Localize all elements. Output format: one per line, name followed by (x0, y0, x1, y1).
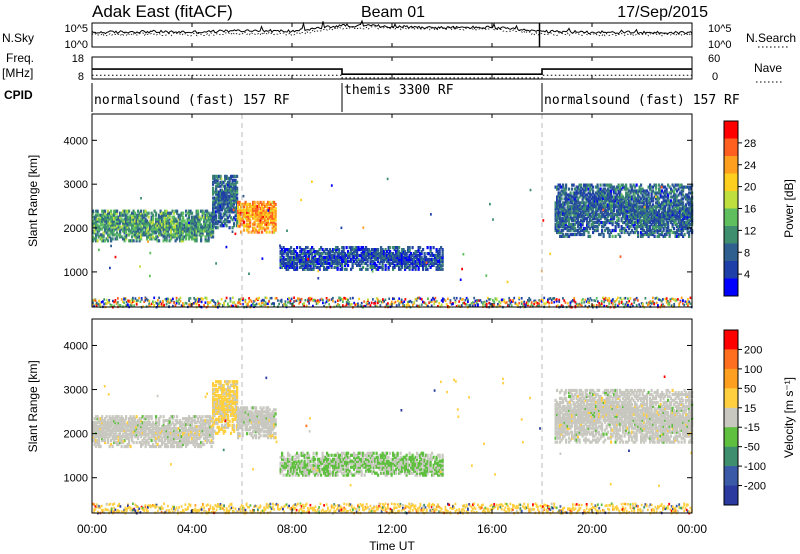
y-tick-label: 2000 (64, 429, 88, 441)
scatter-region-2 (237, 200, 277, 234)
colorbar-tick-label: 20 (744, 182, 756, 194)
series-nave (92, 74, 692, 79)
scatter-region-4 (554, 183, 694, 238)
nsearch-tick-bottom: 10^0 (708, 39, 732, 51)
cpid-label: CPID (4, 88, 33, 102)
colorbar-swatch (724, 485, 738, 506)
colorbar-swatch (724, 349, 738, 370)
y-tick-label: 1000 (64, 473, 88, 485)
colorbar-tick-label: -50 (744, 442, 760, 454)
ground-noise (92, 375, 693, 515)
colorbar-swatch (724, 368, 738, 389)
colorbar-swatch (724, 208, 738, 227)
y-axis-label: Slant Range [km] (26, 360, 40, 452)
colorbar-tick-label: 4 (744, 269, 750, 281)
nsky-tick-top: 10^5 (64, 23, 88, 35)
velocity-colorbar: 200 100 50 15 -15 -50 -100 -200 Velocity [m s⁻¹] (723, 329, 796, 506)
colorbar-tick-label: 28 (744, 138, 756, 150)
nsearch-label: N.Search (746, 31, 796, 45)
cpid-strip: CPID normalsound (fast) 157 RF themis 330… (4, 83, 740, 112)
beam-title: Beam 01 (361, 4, 425, 21)
scatter-region-0 (92, 415, 215, 449)
colorbar-tick-label: -200 (744, 481, 766, 493)
nave-tick-bottom: 0 (712, 71, 718, 83)
scatter-region-1 (212, 380, 239, 435)
y-tick-label: 2000 (64, 223, 88, 235)
x-axis-label: Time UT (369, 539, 415, 553)
x-tick-label: 20:00 (577, 522, 607, 536)
colorbar-tick-label: 200 (744, 344, 762, 356)
colorbar-tick-label: 50 (744, 383, 756, 395)
scatter-region-4 (554, 388, 694, 444)
colorbar-swatch (724, 121, 738, 139)
y-axis-label: Slant Range [km] (26, 155, 40, 247)
colorbar-swatch (724, 191, 738, 209)
date-title: 17/Sep/2015 (617, 4, 708, 21)
colorbar-swatch (724, 330, 738, 350)
x-tick-label: 08:00 (277, 522, 307, 536)
colorbar-swatch (724, 278, 738, 297)
scatter-region-2 (237, 406, 277, 440)
colorbar-label: Velocity [m s⁻¹] (782, 377, 796, 458)
x-tick-label: 00:00 (77, 522, 107, 536)
colorbar-swatch (724, 446, 738, 467)
freq-tick-top: 18 (72, 53, 84, 65)
cpid-segment-label: themis 3300 RF (344, 83, 454, 98)
y-tick-label: 4000 (64, 340, 88, 352)
colorbar-swatch (724, 243, 738, 262)
time-axis: 00:00 04:00 08:00 12:00 16:00 20:00 00:00 (77, 23, 707, 536)
scatter-region-3 (279, 246, 444, 271)
colorbar-tick-label: -15 (744, 422, 760, 434)
x-tick-label: 00:00 (677, 522, 707, 536)
nave-label: Nave (754, 61, 782, 75)
series-freq (92, 68, 692, 75)
y-tick-label: 1000 (64, 267, 88, 279)
colorbar-swatch (724, 388, 738, 409)
x-tick-label: 16:00 (477, 522, 507, 536)
freq-label: Freq. (6, 51, 34, 65)
power-panel: 1000 2000 3000 4000 Slant Range [km] (26, 113, 694, 309)
nave-tick-top: 60 (708, 53, 720, 65)
velocity-panel: 1000 2000 3000 4000 Slant Range [km] (26, 318, 694, 515)
scatter-region-3 (279, 451, 444, 477)
cpid-segment-label: normalsound (fast) 157 RF (94, 93, 290, 108)
colorbar-tick-label: 8 (744, 247, 750, 259)
freq-tick-bottom: 8 (78, 71, 84, 83)
colorbar-tick-label: 24 (744, 160, 756, 172)
colorbar-tick-label: -100 (744, 461, 766, 473)
station-title: Adak East (fitACF) (92, 2, 233, 21)
colorbar-tick-label: 15 (744, 403, 756, 415)
x-tick-label: 04:00 (177, 522, 207, 536)
scatter-region-0 (92, 209, 215, 243)
scatter-region-1 (212, 174, 239, 230)
colorbar-swatch (724, 138, 738, 157)
nsky-label: N.Sky (2, 31, 34, 45)
colorbar-swatch (724, 156, 738, 174)
colorbar-swatch (724, 427, 738, 448)
y-tick-label: 4000 (64, 135, 88, 147)
cpid-segment-label: normalsound (fast) 157 RF (544, 93, 740, 108)
x-tick-label: 12:00 (377, 522, 407, 536)
colorbar-label: Power [dB] (782, 179, 796, 238)
nsearch-tick-top: 10^5 (708, 23, 732, 35)
nsky-tick-bottom: 10^0 (64, 39, 88, 51)
power-colorbar: 28 24 20 16 12 8 4 Power [dB] (723, 120, 796, 297)
colorbar-swatch (724, 466, 738, 486)
colorbar-swatch (724, 226, 738, 244)
colorbar-swatch (724, 261, 738, 279)
colorbar-tick-label: 100 (744, 364, 762, 376)
freq-unit: [MHz] (2, 66, 33, 80)
colorbar-tick-label: 16 (744, 204, 756, 216)
sky-noise-panel: N.Sky 10^5 10^0 N.Search 10^5 10^0 (2, 19, 796, 51)
colorbar-tick-label: 12 (744, 225, 756, 237)
y-tick-label: 3000 (64, 385, 88, 397)
y-tick-label: 3000 (64, 179, 88, 191)
colorbar-swatch (724, 173, 738, 192)
colorbar-swatch (724, 407, 738, 428)
